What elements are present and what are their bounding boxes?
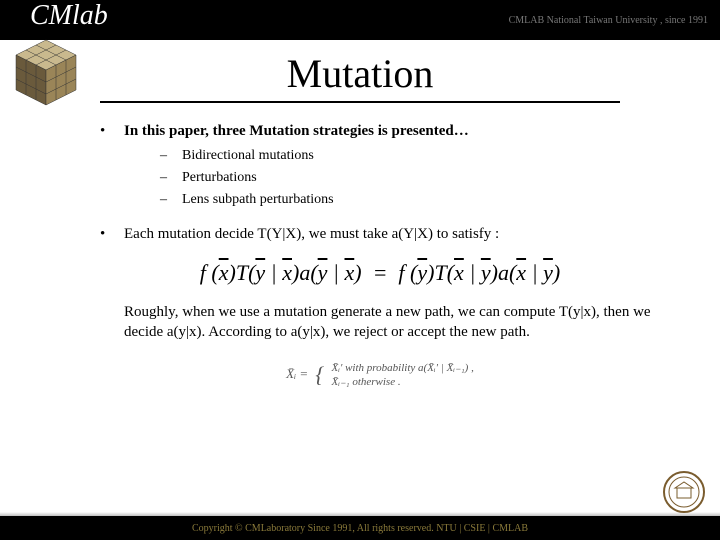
sub-a: Bidirectional mutations (182, 147, 314, 166)
bullet-2: • Each mutation decide T(Y|X), we must t… (100, 224, 660, 244)
bullet-1: • In this paper, three Mutation strategi… (100, 121, 660, 141)
main-equation: f (x)T(y | x)a(y | x) = f (y)T(x | y)a(x… (100, 258, 660, 288)
header-bar: CMLAB National Taiwan University , since… (0, 0, 720, 40)
cases-equation: X̄ᵢ = { X̄ᵢ′ with probability a(X̄ᵢ′ | X… (100, 360, 660, 390)
dash-marker: – (160, 191, 182, 210)
eq2-lhs: X̄ᵢ = (286, 366, 308, 381)
bullet-marker: • (100, 121, 124, 141)
footer-text: Copyright © CMLaboratory Since 1991, All… (192, 523, 528, 534)
sub-b: Perturbations (182, 169, 257, 188)
title-wrap: Mutation (0, 50, 720, 103)
footer-bar: Copyright © CMLaboratory Since 1991, All… (0, 516, 720, 540)
header-lab-text: CMLAB National Taiwan University , since… (509, 15, 708, 26)
sub-list: – Bidirectional mutations – Perturbation… (160, 147, 660, 210)
bullet-marker: • (100, 224, 124, 244)
brace-icon: { (315, 360, 324, 390)
sub-c: Lens subpath perturbations (182, 191, 334, 210)
dash-marker: – (160, 147, 182, 166)
sub-item: – Bidirectional mutations (160, 147, 660, 166)
logo-script: CMlab (30, 0, 108, 32)
bullet-1-text: In this paper, three Mutation strategies… (124, 121, 660, 141)
explanation-paragraph: Roughly, when we use a mutation generate… (124, 302, 660, 343)
sub-item: – Lens subpath perturbations (160, 191, 660, 210)
dash-marker: – (160, 169, 182, 188)
eq2-case1: X̄ᵢ′ with probability a(X̄ᵢ′ | X̄ᵢ₋₁) , (331, 362, 473, 374)
slide-title: Mutation (247, 50, 474, 97)
sub-item: – Perturbations (160, 169, 660, 188)
eq2-case2: X̄ᵢ₋₁ otherwise . (331, 376, 400, 388)
bullet-2-text: Each mutation decide T(Y|X), we must tak… (124, 224, 660, 244)
university-seal-icon (662, 470, 706, 514)
content-area: • In this paper, three Mutation strategi… (0, 103, 720, 390)
